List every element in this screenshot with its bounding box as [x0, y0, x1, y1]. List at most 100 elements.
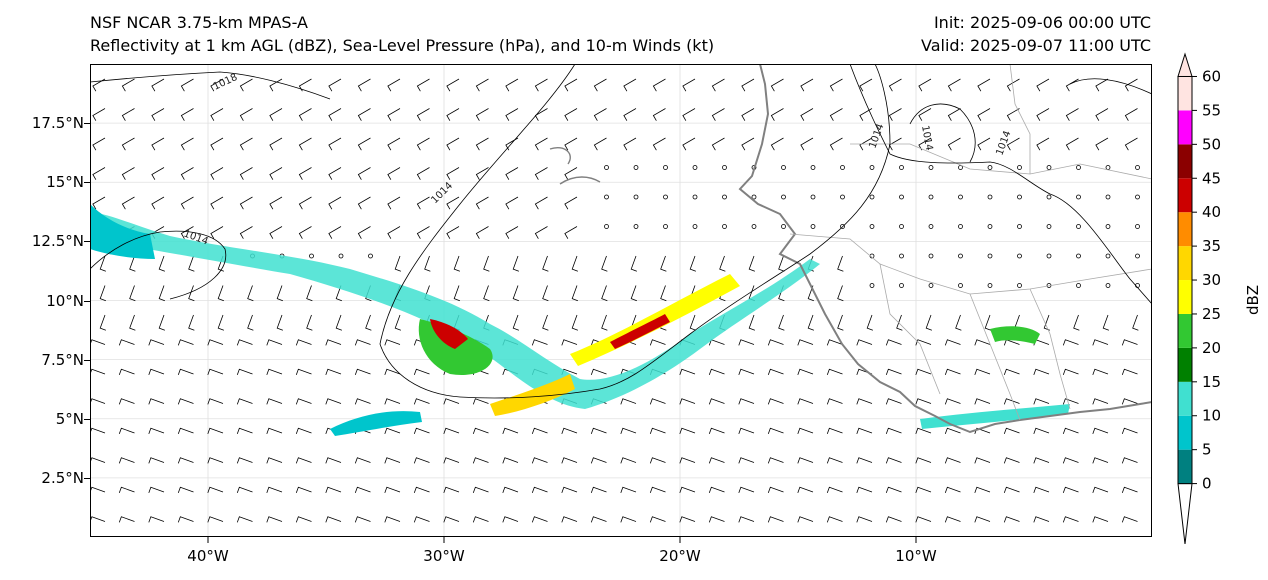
- isobar-1014-east: [849, 64, 1152, 305]
- wind-barb: [1065, 108, 1079, 121]
- wind-barb: [977, 137, 991, 151]
- wind-barb: [1062, 427, 1079, 434]
- calm-wind-marker: [751, 224, 757, 229]
- wind-barb: [357, 108, 371, 121]
- calm-wind-marker: [1076, 224, 1081, 229]
- wind-barb: [446, 196, 460, 210]
- wind-barb: [859, 78, 873, 92]
- wind-barb: [649, 339, 666, 346]
- wind-barb: [217, 314, 224, 331]
- calm-wind-marker: [663, 165, 668, 170]
- wind-barb: [416, 78, 430, 92]
- calm-wind-marker: [1017, 283, 1022, 288]
- wind-barb: [92, 196, 106, 210]
- wind-barb: [856, 516, 873, 523]
- wind-barb: [741, 78, 755, 92]
- fields-title: Reflectivity at 1 km AGL (dBZ), Sea-Leve…: [90, 36, 715, 55]
- wind-barb: [1124, 137, 1138, 151]
- wind-barb: [295, 427, 312, 434]
- wind-barb: [947, 137, 961, 151]
- calm-wind-marker: [987, 165, 993, 170]
- wind-barb: [384, 427, 401, 434]
- wind-barb: [236, 368, 253, 375]
- wind-barb: [738, 368, 755, 375]
- wind-barb: [295, 368, 312, 375]
- wind-barb: [295, 516, 312, 523]
- wind-barb: [738, 516, 755, 523]
- calm-wind-marker: [1105, 224, 1111, 229]
- wind-barb: [328, 196, 342, 210]
- wind-barb: [1092, 516, 1109, 523]
- wind-barb: [974, 427, 991, 434]
- wind-barb: [384, 486, 401, 493]
- wind-barb: [118, 516, 135, 523]
- wind-barb: [158, 255, 165, 272]
- wind-barb: [915, 457, 932, 464]
- wind-barb: [180, 196, 194, 210]
- wind-barb: [121, 167, 135, 180]
- wind-barb: [826, 339, 843, 346]
- wind-barb: [767, 339, 784, 346]
- wind-barb: [239, 167, 253, 180]
- wind-barb: [180, 137, 194, 151]
- wind-barb: [974, 486, 991, 493]
- wind-barb: [564, 108, 578, 121]
- wind-barb: [158, 285, 165, 302]
- wind-barb: [748, 314, 755, 331]
- wind-barb: [947, 108, 961, 121]
- axis-ticks: 40°W 30°W 20°W 10°W: [187, 537, 937, 565]
- wind-barb: [915, 427, 932, 434]
- wind-barb: [593, 78, 607, 92]
- wind-barb: [357, 137, 371, 151]
- wind-barb: [118, 486, 135, 493]
- wind-barb: [660, 285, 667, 302]
- colorbar-segment: [1178, 178, 1192, 213]
- wind-barb: [354, 368, 371, 375]
- wind-barb: [121, 78, 135, 92]
- wind-barb: [446, 108, 460, 121]
- wind-barb: [885, 339, 902, 346]
- isobar-1014-northeast: [1069, 78, 1152, 95]
- wind-barb: [413, 516, 430, 523]
- wind-barb: [387, 78, 401, 92]
- wind-barb: [357, 78, 371, 92]
- wind-barb: [679, 368, 696, 375]
- calm-wind-marker: [810, 194, 816, 200]
- wind-barb: [561, 339, 578, 346]
- calm-wind-marker: [692, 165, 698, 170]
- map-frame: [90, 64, 1152, 537]
- wind-barb: [829, 137, 843, 151]
- wind-barb: [826, 398, 843, 405]
- calm-wind-marker: [692, 224, 698, 229]
- wind-barb: [1062, 486, 1079, 493]
- wind-barb: [129, 285, 136, 302]
- calm-wind-marker: [722, 194, 727, 200]
- wind-barb: [413, 368, 430, 375]
- calm-wind-marker: [840, 224, 845, 229]
- wind-barb: [269, 196, 283, 210]
- wind-barb: [826, 516, 843, 523]
- calm-wind-marker: [1135, 194, 1140, 200]
- wind-barb: [1062, 368, 1079, 375]
- calm-wind-marker: [987, 224, 993, 229]
- border-sahel: [789, 233, 1152, 295]
- calm-wind-marker: [1017, 165, 1022, 170]
- wind-barb: [387, 226, 401, 239]
- wind-barb: [708, 457, 725, 464]
- wind-barb: [800, 137, 814, 151]
- wind-barb: [652, 137, 666, 151]
- wind-barb: [1065, 137, 1079, 151]
- wind-barb: [797, 427, 814, 434]
- wind-barb: [443, 486, 460, 493]
- wind-barb: [649, 516, 666, 523]
- wind-barb: [652, 108, 666, 121]
- wind-barb: [387, 196, 401, 210]
- wind-barb: [885, 398, 902, 405]
- wind-barb: [974, 339, 991, 346]
- wind-barb: [505, 196, 519, 210]
- wind-barb: [266, 398, 283, 405]
- colorbar-tick-label: 35: [1202, 237, 1221, 255]
- wind-barb: [1033, 486, 1050, 493]
- wind-barb: [682, 137, 696, 151]
- wind-barb: [443, 457, 460, 464]
